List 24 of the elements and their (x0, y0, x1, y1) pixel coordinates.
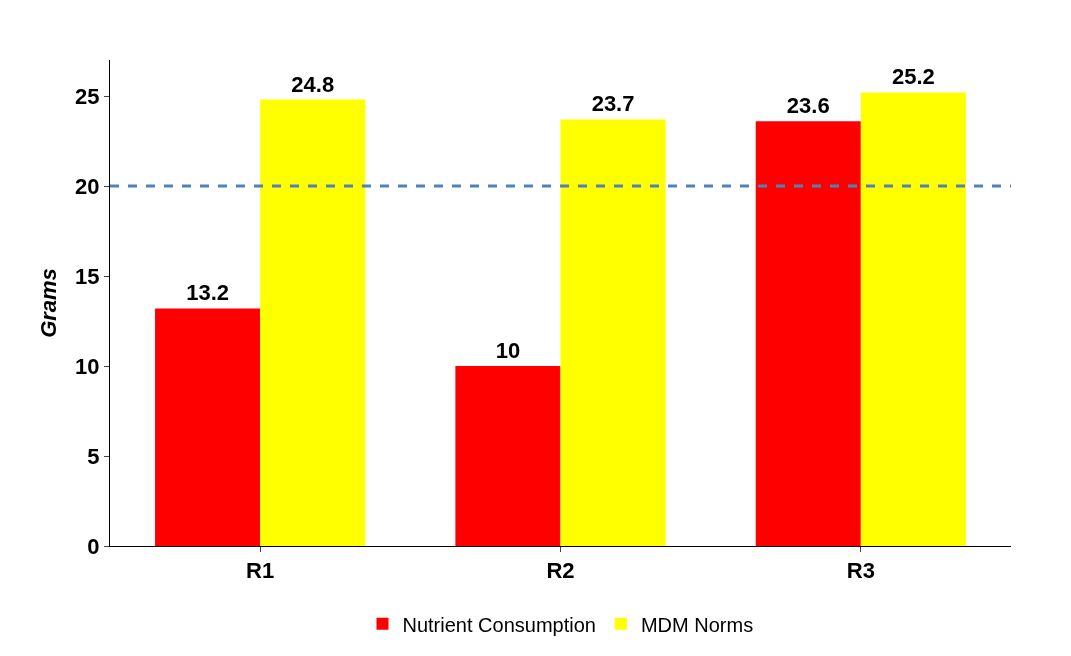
bar (260, 99, 366, 546)
data-label: 23.7 (591, 91, 635, 117)
data-label: 25.2 (891, 64, 935, 90)
bar (860, 92, 966, 546)
legend-label: Nutrient Consumption (402, 613, 596, 636)
x-tick-label: R3 (846, 558, 875, 584)
y-axis-title: Grams (36, 268, 61, 338)
bar (455, 366, 561, 546)
y-tick-label: 10 (75, 353, 100, 379)
y-tick-label: 5 (87, 443, 100, 469)
bar (560, 119, 666, 546)
data-label: 13.2 (186, 280, 230, 306)
bar (155, 308, 261, 546)
y-tick-label: 0 (87, 533, 100, 559)
data-label: 23.6 (786, 93, 830, 119)
legend-label: MDM Norms (640, 613, 754, 636)
x-tick-label: R1 (246, 558, 275, 584)
data-label: 10 (495, 338, 521, 363)
data-label: 24.8 (291, 71, 335, 97)
y-tick-label: 25 (75, 83, 100, 109)
x-tick-label: R2 (546, 558, 575, 584)
bar (755, 121, 861, 546)
y-tick-label: 15 (75, 263, 100, 289)
y-tick-label: 20 (75, 173, 100, 199)
